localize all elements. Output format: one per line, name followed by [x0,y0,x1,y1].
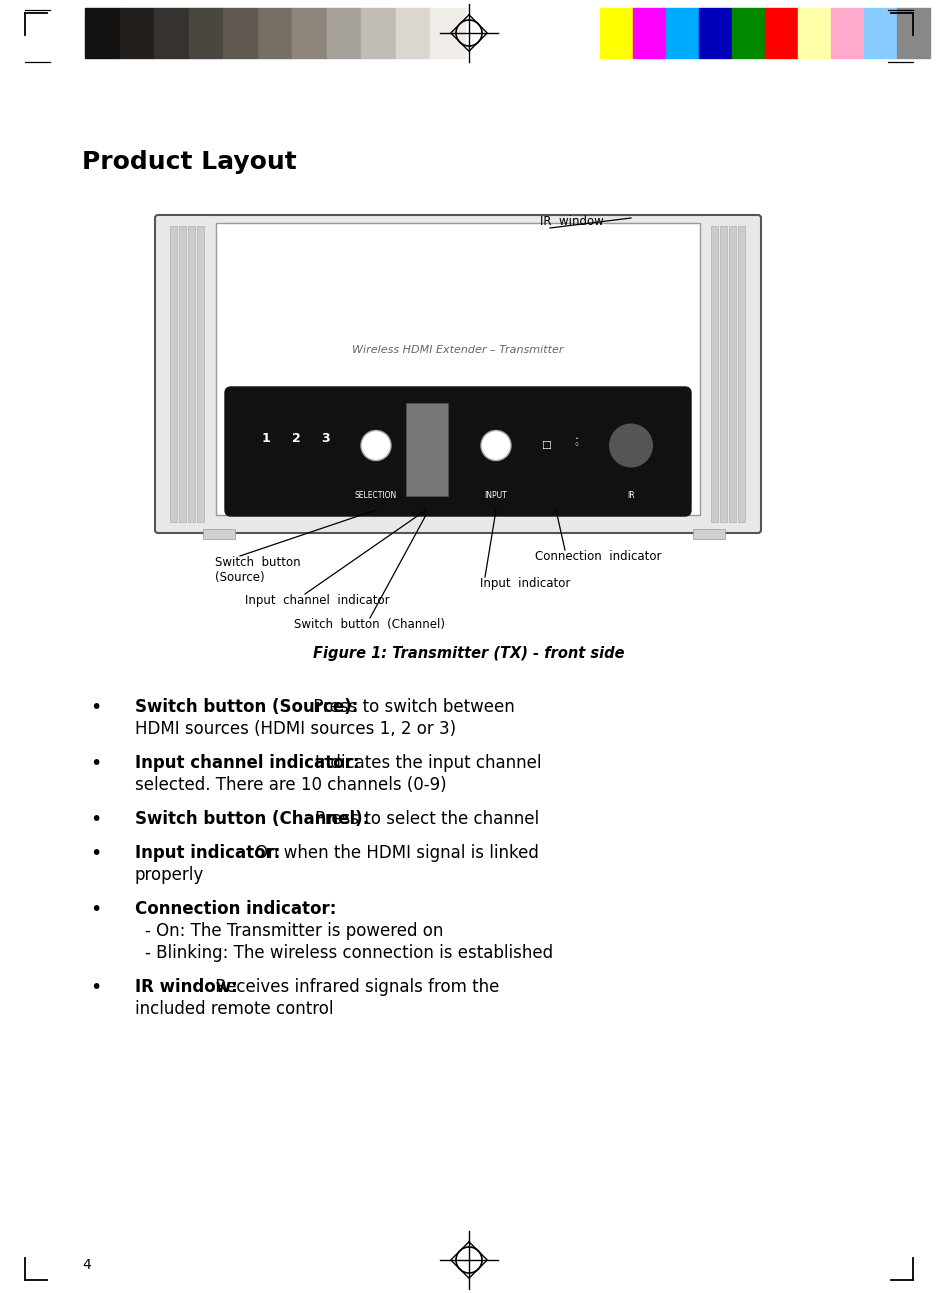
Text: ˆ: ˆ [574,438,578,447]
Text: IR  window: IR window [540,215,604,228]
Text: 3: 3 [322,432,330,445]
Text: Wireless HDMI Extender – Transmitter: Wireless HDMI Extender – Transmitter [353,345,564,356]
Text: •: • [90,844,101,862]
Bar [223,8,258,58]
Text: Input  indicator: Input indicator [480,577,570,590]
Bar [154,8,189,58]
Text: INPUT: INPUT [485,491,507,500]
Text: properly: properly [135,866,204,884]
FancyBboxPatch shape [155,215,761,533]
Bar [864,8,897,58]
Text: Receives infrared signals from the: Receives infrared signals from the [210,978,499,996]
Text: 1: 1 [262,432,270,445]
Circle shape [609,424,653,468]
Text: Switch button (Source):: Switch button (Source): [135,698,358,716]
Circle shape [481,431,511,460]
Text: Connection  indicator: Connection indicator [535,550,661,562]
Text: Switch  button
(Source): Switch button (Source) [215,556,300,584]
Text: Press to select the channel: Press to select the channel [315,809,539,828]
Text: ☐: ☐ [541,441,551,450]
FancyBboxPatch shape [225,387,691,516]
Bar [720,226,727,522]
Text: 4: 4 [82,1258,91,1272]
Text: •: • [90,698,101,718]
Bar [831,8,864,58]
Bar [765,8,798,58]
Bar [633,8,666,58]
Text: Product Layout: Product Layout [82,150,296,175]
Bar [738,226,745,522]
Text: Switch button (Channel):: Switch button (Channel): [135,809,370,828]
Bar [711,226,718,522]
Text: On when the HDMI signal is linked: On when the HDMI signal is linked [255,844,538,862]
Text: Figure 1: Transmitter (TX) - front side: Figure 1: Transmitter (TX) - front side [313,646,625,661]
Text: Switch  button  (Channel): Switch button (Channel) [295,618,446,631]
Bar [732,8,765,58]
Bar [666,8,699,58]
Bar [326,8,361,58]
Text: - Blinking: The wireless connection is established: - Blinking: The wireless connection is e… [145,944,553,962]
Bar [699,8,732,58]
Text: - On: The Transmitter is powered on: - On: The Transmitter is powered on [145,922,444,940]
Bar [216,222,700,515]
Bar [798,8,831,58]
Text: •: • [90,809,101,829]
Text: •: • [90,754,101,773]
Text: HDMI sources (HDMI sources 1, 2 or 3): HDMI sources (HDMI sources 1, 2 or 3) [135,720,456,738]
Bar [189,8,223,58]
Text: Press to switch between: Press to switch between [308,698,514,716]
Bar [179,226,186,522]
Bar [293,8,326,58]
Text: Input indicator:: Input indicator: [135,844,280,862]
Text: •: • [90,978,101,997]
Bar [188,226,195,522]
Bar [406,403,448,497]
Text: Input  channel  indicator: Input channel indicator [245,593,389,606]
Bar [897,8,930,58]
Bar [693,529,725,539]
Bar [170,226,177,522]
Bar [361,8,396,58]
Text: Indicates the input channel: Indicates the input channel [315,754,541,772]
Text: IR window:: IR window: [135,978,237,996]
Text: •: • [90,900,101,919]
Text: ◦: ◦ [573,441,579,450]
Text: included remote control: included remote control [135,999,334,1018]
Bar [258,8,293,58]
Text: Connection indicator:: Connection indicator: [135,900,337,918]
Circle shape [361,431,391,460]
Bar [85,8,119,58]
Bar [729,226,736,522]
Text: 2: 2 [292,432,300,445]
Bar [203,529,235,539]
Bar [600,8,633,58]
Bar [431,8,465,58]
Text: selected. There are 10 channels (0-9): selected. There are 10 channels (0-9) [135,776,446,794]
Bar [119,8,154,58]
Text: IR: IR [628,491,635,500]
Text: Input channel indicator:: Input channel indicator: [135,754,359,772]
Text: SELECTION: SELECTION [355,491,397,500]
Bar [396,8,431,58]
Bar [197,226,204,522]
